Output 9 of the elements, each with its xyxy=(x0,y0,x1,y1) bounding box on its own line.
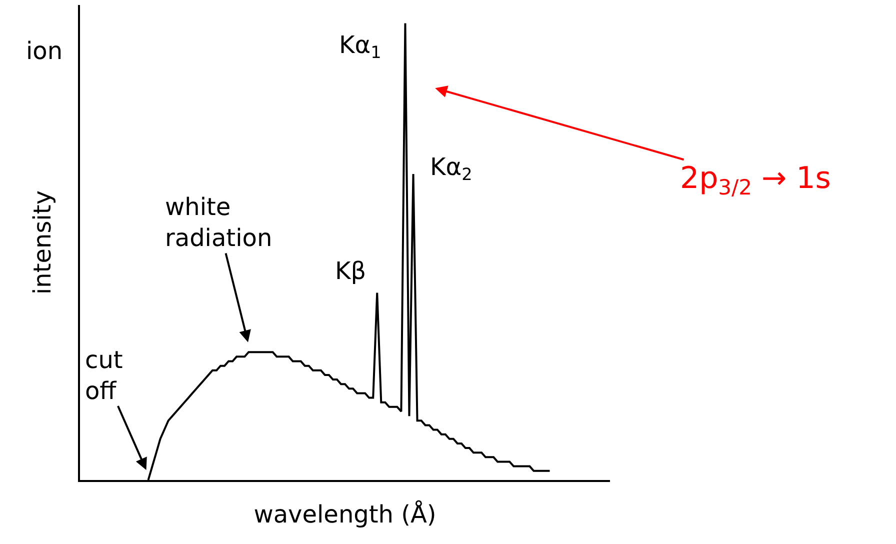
annotation: Kβ xyxy=(335,257,366,285)
y-axis-title: intensity xyxy=(28,190,57,295)
x-axis-title: wavelength (Å) xyxy=(254,500,436,529)
text: ion xyxy=(26,37,63,65)
annotation: Kα$_{1}$ xyxy=(339,31,382,62)
annotation: cut off xyxy=(85,346,123,406)
text: 2p$_{3/2}$ → 1s xyxy=(680,161,831,200)
annotation: Kα$_{2}$ xyxy=(430,153,472,184)
annotation: white radiation xyxy=(165,193,272,252)
